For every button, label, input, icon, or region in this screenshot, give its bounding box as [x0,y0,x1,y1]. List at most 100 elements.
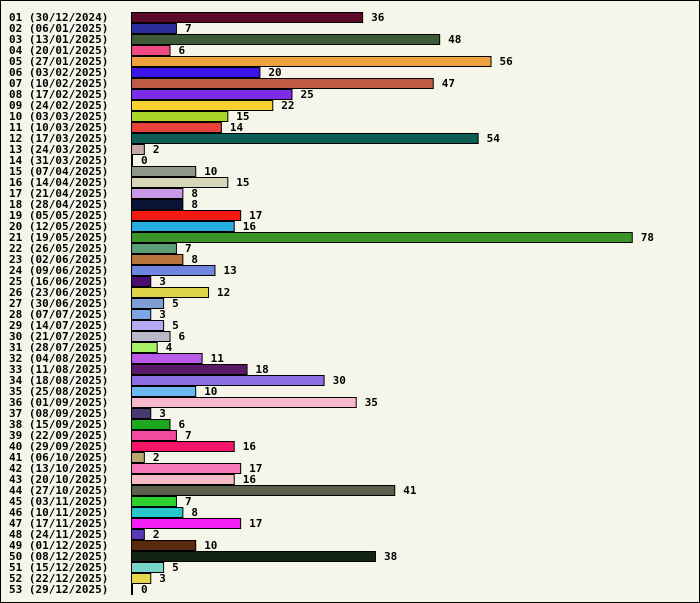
category-label: 17 (21/04/2025) [9,187,108,200]
category-label: 06 (03/02/2025) [9,66,108,79]
bar [131,254,184,265]
bar [131,144,145,155]
bar [131,23,177,34]
bar [131,463,242,474]
category-label: 52 (22/12/2025) [9,572,108,585]
bar [131,573,152,584]
value-label: 8 [191,506,198,519]
category-label: 10 (03/03/2025) [9,110,108,123]
category-label: 26 (23/06/2025) [9,286,108,299]
bar [131,485,396,496]
bar [131,518,242,529]
value-label: 6 [179,330,186,343]
bar [131,45,171,56]
category-label: 19 (05/05/2025) [9,209,108,222]
bar [131,342,158,353]
category-label: 49 (01/12/2025) [9,539,108,552]
bar [131,276,152,287]
category-label: 25 (16/06/2025) [9,275,108,288]
value-label: 20 [268,66,281,79]
category-label: 51 (15/12/2025) [9,561,108,574]
value-label: 8 [191,253,198,266]
bar [131,67,261,78]
bar [131,287,210,298]
category-label: 11 (10/03/2025) [9,121,108,134]
category-label: 44 (27/10/2025) [9,484,108,497]
bar [131,397,357,408]
category-label: 04 (20/01/2025) [9,44,108,57]
bar [131,452,145,463]
bar [131,309,152,320]
value-label: 0 [141,583,148,596]
category-label: 13 (24/03/2025) [9,143,108,156]
value-label: 5 [172,297,179,310]
bar [131,320,165,331]
value-label: 35 [365,396,378,409]
category-label: 08 (17/02/2025) [9,88,108,101]
category-label: 32 (04/08/2025) [9,352,108,365]
value-label: 10 [204,165,217,178]
bar [131,298,165,309]
category-label: 41 (06/10/2025) [9,451,108,464]
value-label: 8 [191,198,198,211]
bar [131,507,184,518]
value-label: 78 [641,231,654,244]
category-label: 36 (01/09/2025) [9,396,108,409]
category-label: 24 (09/06/2025) [9,264,108,277]
bar [131,100,274,111]
bar [131,155,133,166]
bar [131,89,293,100]
value-label: 15 [236,110,249,123]
category-label: 03 (13/01/2025) [9,33,108,46]
value-label: 2 [153,451,160,464]
value-label: 3 [159,572,166,585]
category-label: 16 (14/04/2025) [9,176,108,189]
category-label: 38 (15/09/2025) [9,418,108,431]
value-label: 38 [384,550,397,563]
value-label: 6 [179,44,186,57]
bar [131,177,229,188]
category-label: 30 (21/07/2025) [9,330,108,343]
value-label: 41 [403,484,417,497]
bar [131,386,197,397]
value-label: 2 [153,528,160,541]
category-label: 33 (11/08/2025) [9,363,108,376]
category-label: 09 (24/02/2025) [9,99,108,112]
bar [131,265,216,276]
value-label: 25 [301,88,314,101]
value-label: 3 [159,308,166,321]
category-label: 48 (24/11/2025) [9,528,108,541]
category-label: 34 (18/08/2025) [9,374,108,387]
bar [131,188,184,199]
bar [131,166,197,177]
value-label: 17 [249,209,262,222]
bar [131,353,203,364]
category-label: 31 (28/07/2025) [9,341,108,354]
bar [131,331,171,342]
category-label: 14 (31/03/2025) [9,154,108,167]
bar [131,441,235,452]
value-label: 5 [172,561,179,574]
category-label: 07 (10/02/2025) [9,77,108,90]
value-label: 17 [249,517,262,530]
category-label: 37 (08/09/2025) [9,407,108,420]
category-label: 22 (26/05/2025) [9,242,108,255]
category-label: 43 (20/10/2025) [9,473,108,486]
value-label: 4 [166,341,173,354]
category-label: 35 (25/08/2025) [9,385,108,398]
bar [131,34,441,45]
category-label: 47 (17/11/2025) [9,517,108,530]
bar [131,221,235,232]
value-label: 10 [204,385,217,398]
bar [131,133,479,144]
bar [131,56,492,67]
bar [131,419,171,430]
value-label: 7 [185,429,192,442]
bar [131,210,242,221]
category-label: 15 (07/04/2025) [9,165,108,178]
bar [131,562,165,573]
value-label: 15 [236,176,249,189]
value-label: 14 [230,121,244,134]
